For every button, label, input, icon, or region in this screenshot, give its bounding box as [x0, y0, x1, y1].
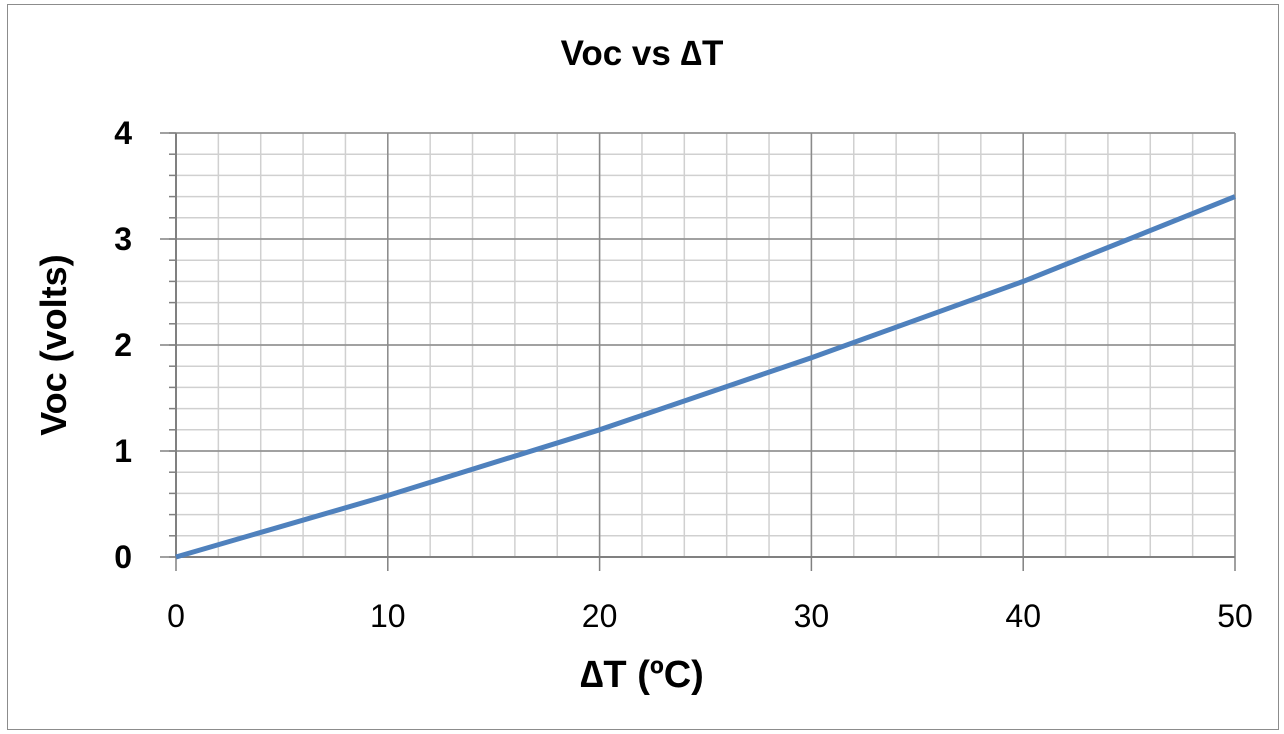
x-tick-label: 30: [794, 598, 830, 634]
y-tick-label: 0: [114, 539, 132, 575]
y-tick-label: 2: [114, 327, 132, 363]
axes: [160, 132, 1236, 571]
y-tick-label: 4: [114, 115, 132, 151]
y-tick-label: 1: [114, 433, 132, 469]
x-tick-labels: 0 10 20 30 40 50: [167, 598, 1253, 634]
x-tick-label: 40: [1005, 598, 1041, 634]
x-tick-label: 50: [1217, 598, 1253, 634]
x-axis-title: ∆T (ºC): [580, 654, 704, 696]
series-group: [175, 194, 1236, 560]
x-tick-label: 0: [167, 598, 185, 634]
y-tick-label: 3: [114, 221, 132, 257]
y-tick-labels: 0 1 2 3 4: [114, 115, 132, 575]
x-tick-label: 10: [370, 598, 406, 634]
series-line: [175, 194, 1236, 560]
x-tick-label: 20: [582, 598, 618, 634]
chart-title: Voc vs ∆T: [560, 34, 724, 73]
